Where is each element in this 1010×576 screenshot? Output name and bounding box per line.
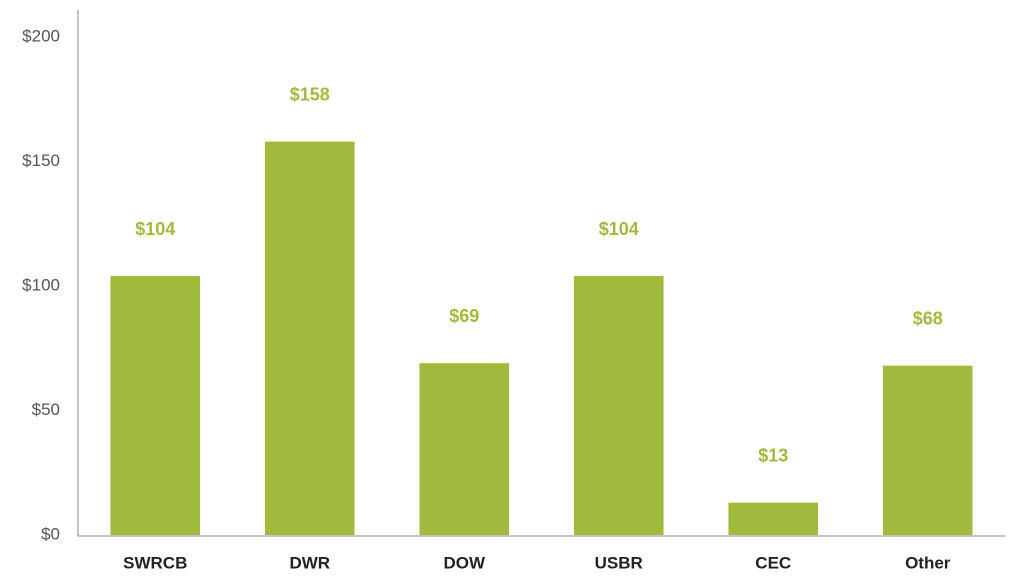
x-tick-label: SWRCB xyxy=(123,553,187,572)
x-tick-label: DWR xyxy=(289,553,330,572)
y-tick-label: $0 xyxy=(41,524,60,543)
y-tick-label: $100 xyxy=(22,275,60,294)
bar xyxy=(573,276,664,535)
value-label: $13 xyxy=(758,445,788,465)
x-tick-label: CEC xyxy=(755,553,791,572)
value-label: $68 xyxy=(913,308,943,328)
value-label: $104 xyxy=(135,219,175,239)
bar xyxy=(419,363,510,535)
bar xyxy=(264,141,355,535)
y-tick-label: $50 xyxy=(32,400,60,419)
value-label: $104 xyxy=(599,219,639,239)
y-tick-label: $150 xyxy=(22,151,60,170)
bar xyxy=(882,365,973,535)
x-tick-label: Other xyxy=(905,553,951,572)
x-tick-label: DOW xyxy=(443,553,486,572)
bar xyxy=(110,276,201,535)
value-label: $158 xyxy=(290,84,330,104)
bar xyxy=(728,502,819,535)
y-tick-label: $200 xyxy=(22,26,60,45)
value-label: $69 xyxy=(449,306,479,326)
x-tick-label: USBR xyxy=(595,553,643,572)
